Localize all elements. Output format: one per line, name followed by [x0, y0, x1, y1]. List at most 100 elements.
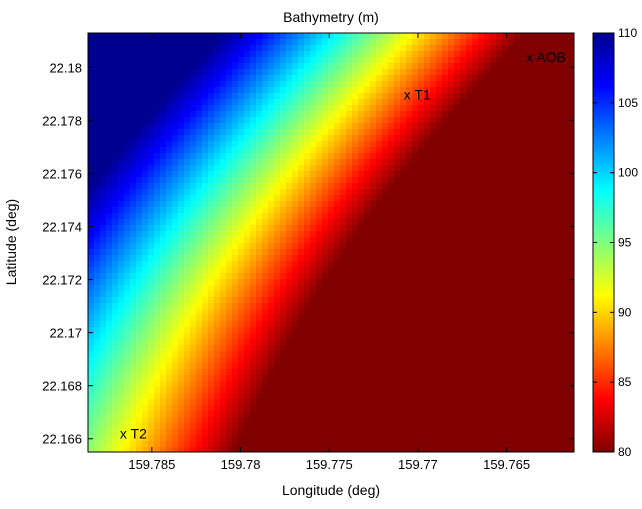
heatmap-cell	[232, 171, 239, 178]
heatmap-cell	[460, 135, 467, 142]
heatmap-cell	[130, 213, 137, 220]
heatmap-cell	[196, 267, 203, 274]
heatmap-cell	[220, 279, 227, 286]
heatmap-cell	[364, 219, 371, 226]
heatmap-cell	[226, 153, 233, 160]
heatmap-cell	[280, 105, 287, 112]
heatmap-cell	[256, 321, 263, 328]
heatmap-cell	[532, 357, 539, 364]
heatmap-cell	[154, 141, 161, 148]
heatmap-cell	[220, 45, 227, 52]
heatmap-cell	[496, 87, 503, 94]
heatmap-cell	[304, 87, 311, 94]
heatmap-cell	[130, 195, 137, 202]
heatmap-cell	[466, 345, 473, 352]
heatmap-cell	[208, 219, 215, 226]
heatmap-cell	[274, 321, 281, 328]
heatmap-cell	[544, 201, 551, 208]
heatmap-cell	[118, 105, 125, 112]
heatmap-cell	[562, 381, 569, 388]
heatmap-cell	[388, 249, 395, 256]
heatmap-cell	[532, 159, 539, 166]
heatmap-cell	[526, 135, 533, 142]
heatmap-cell	[448, 255, 455, 262]
heatmap-cell	[232, 189, 239, 196]
heatmap-cell	[388, 171, 395, 178]
heatmap-cell	[208, 363, 215, 370]
heatmap-cell	[184, 339, 191, 346]
heatmap-cell	[328, 99, 335, 106]
heatmap-cell	[334, 195, 341, 202]
heatmap-cell	[358, 273, 365, 280]
heatmap-cell	[130, 105, 137, 112]
heatmap-cell	[274, 207, 281, 214]
heatmap-cell	[352, 381, 359, 388]
heatmap-cell	[124, 243, 131, 250]
heatmap-cell	[280, 285, 287, 292]
heatmap-cell	[370, 189, 377, 196]
heatmap-cell	[274, 129, 281, 136]
heatmap-cell	[370, 339, 377, 346]
heatmap-cell	[154, 261, 161, 268]
heatmap-cell	[304, 201, 311, 208]
heatmap-cell	[400, 357, 407, 364]
heatmap-cell	[274, 291, 281, 298]
heatmap-cell	[118, 141, 125, 148]
heatmap-cell	[226, 327, 233, 334]
heatmap-cell	[274, 171, 281, 178]
heatmap-cell	[472, 375, 479, 382]
heatmap-cell	[424, 381, 431, 388]
heatmap-cell	[340, 93, 347, 100]
heatmap-cell	[118, 291, 125, 298]
heatmap-cell	[370, 105, 377, 112]
heatmap-cell	[418, 381, 425, 388]
heatmap-cell	[328, 33, 335, 40]
heatmap-cell	[406, 327, 413, 334]
heatmap-cell	[220, 321, 227, 328]
heatmap-cell	[136, 75, 143, 82]
heatmap-cell	[316, 93, 323, 100]
heatmap-cell	[400, 183, 407, 190]
heatmap-cell	[94, 117, 101, 124]
heatmap-cell	[418, 213, 425, 220]
heatmap-cell	[274, 153, 281, 160]
heatmap-cell	[424, 369, 431, 376]
heatmap-cell	[298, 387, 305, 394]
heatmap-cell	[244, 141, 251, 148]
heatmap-cell	[490, 285, 497, 292]
heatmap-cell	[304, 75, 311, 82]
heatmap-cell	[502, 87, 509, 94]
heatmap-cell	[106, 99, 113, 106]
heatmap-cell	[400, 363, 407, 370]
heatmap-cell	[142, 147, 149, 154]
heatmap-cell	[484, 237, 491, 244]
heatmap-cell	[280, 249, 287, 256]
heatmap-cell	[142, 105, 149, 112]
heatmap-cell	[112, 207, 119, 214]
heatmap-cell	[484, 351, 491, 358]
heatmap-cell	[556, 33, 563, 40]
heatmap-cell	[424, 87, 431, 94]
heatmap-cell	[424, 291, 431, 298]
heatmap-cell	[484, 327, 491, 334]
heatmap-cell	[544, 57, 551, 64]
heatmap-cell	[106, 321, 113, 328]
heatmap-cell	[568, 189, 574, 196]
heatmap-cell	[532, 123, 539, 130]
heatmap-cell	[88, 297, 95, 304]
heatmap-cell	[142, 357, 149, 364]
heatmap-cell	[280, 279, 287, 286]
heatmap-cell	[250, 171, 257, 178]
heatmap-cell	[454, 243, 461, 250]
heatmap-cell	[520, 189, 527, 196]
heatmap-cell	[262, 321, 269, 328]
heatmap-cell	[244, 57, 251, 64]
heatmap-cell	[334, 81, 341, 88]
heatmap-cell	[328, 87, 335, 94]
heatmap-cell	[244, 105, 251, 112]
heatmap-cell	[160, 231, 167, 238]
heatmap-cell	[250, 309, 257, 316]
heatmap-cell	[556, 243, 563, 250]
heatmap-cell	[304, 51, 311, 58]
heatmap-cell	[454, 345, 461, 352]
